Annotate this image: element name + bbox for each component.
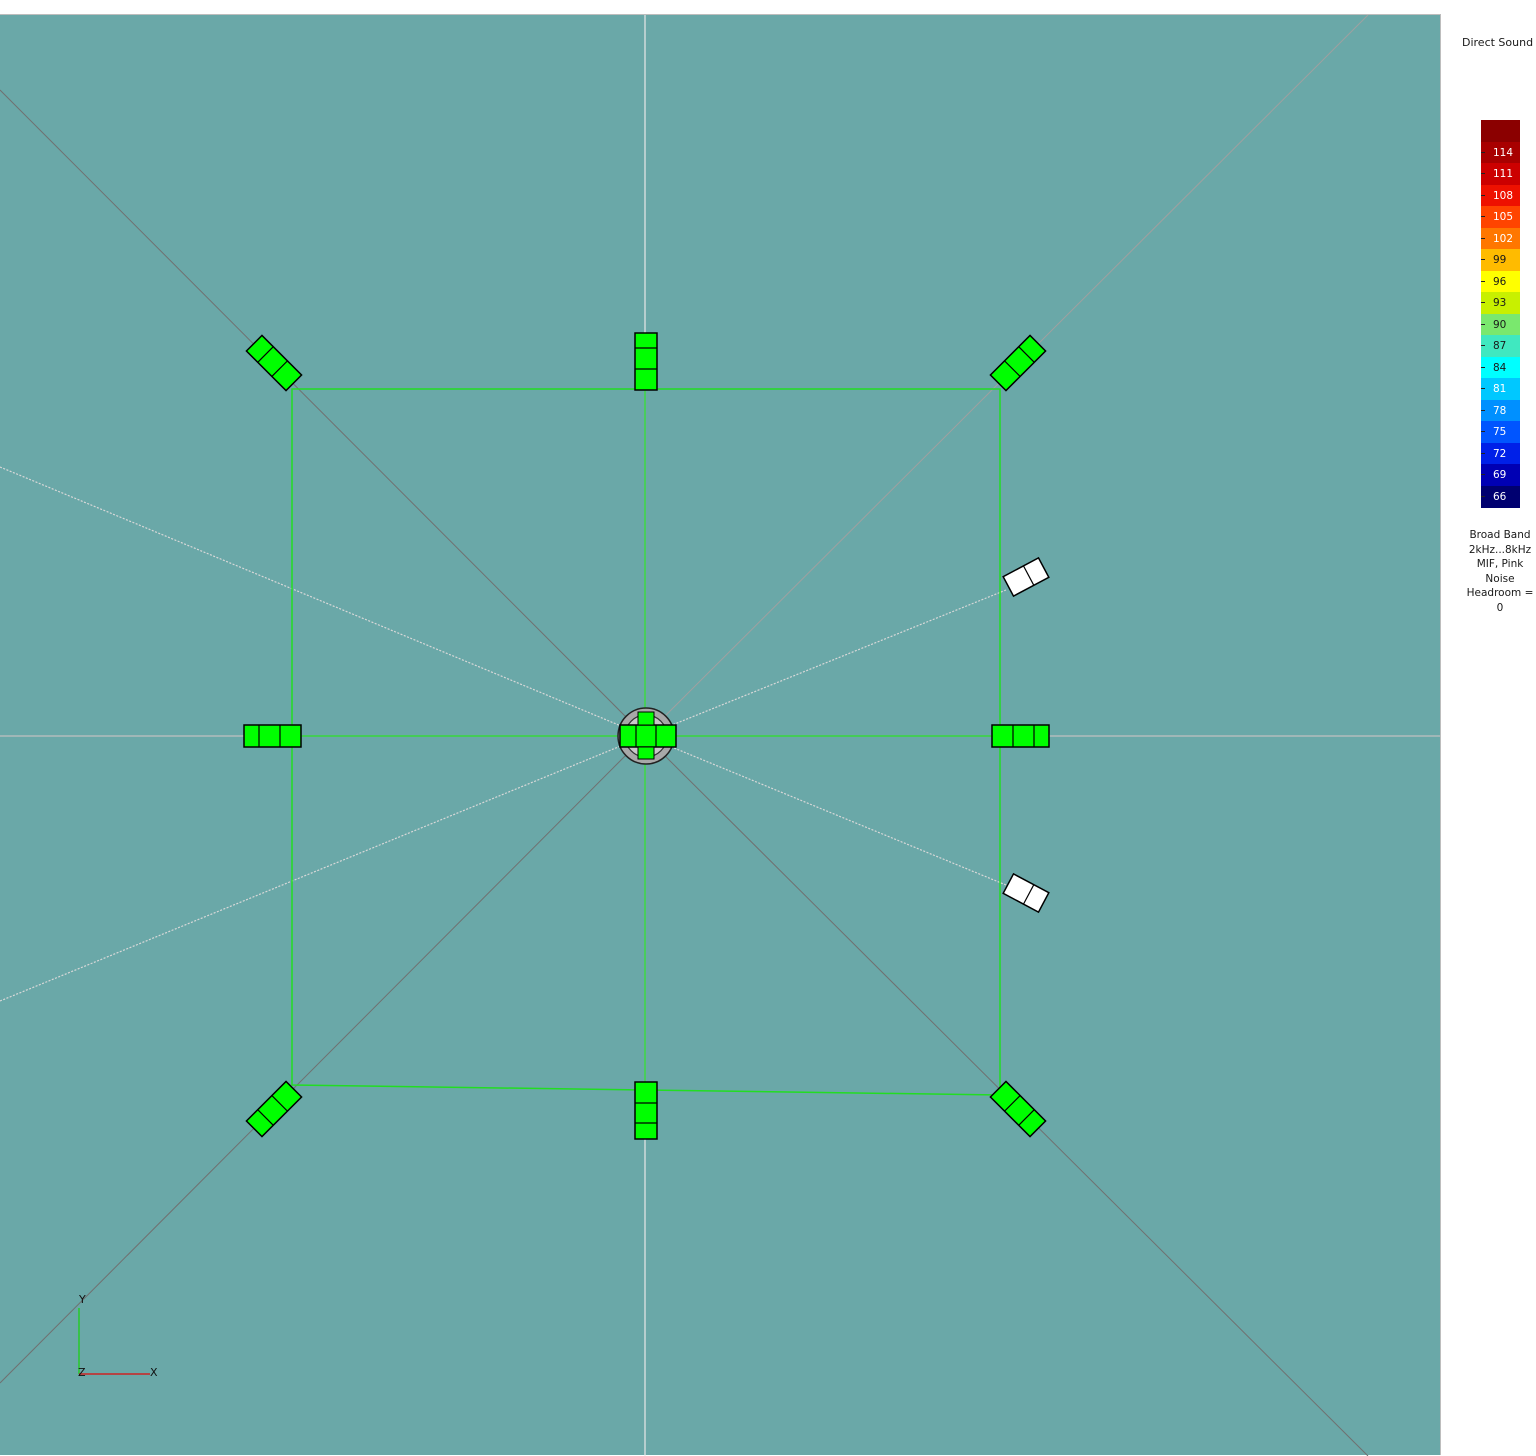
scale-label: 87 bbox=[1493, 340, 1507, 352]
scale-band: 108 bbox=[1481, 184, 1520, 207]
scale-tick bbox=[1481, 431, 1485, 432]
legend-note-line: Noise bbox=[1485, 572, 1515, 585]
scale-label: 108 bbox=[1493, 189, 1514, 202]
scale-tick bbox=[1481, 452, 1485, 454]
scale-label: 99 bbox=[1493, 254, 1507, 266]
scale-tick bbox=[1481, 366, 1485, 368]
scale-band: 72 bbox=[1481, 442, 1520, 465]
scale-label: 105 bbox=[1493, 211, 1514, 223]
scale-band: 87 bbox=[1481, 335, 1520, 357]
scale-label: 84 bbox=[1493, 361, 1507, 374]
scale-label: 66 bbox=[1493, 490, 1507, 503]
speaker-top[interactable] bbox=[634, 332, 658, 391]
scale-label: 90 bbox=[1493, 318, 1507, 331]
scale-label: 93 bbox=[1493, 297, 1507, 309]
scale-tick bbox=[1481, 194, 1485, 196]
axis-gizmo bbox=[78, 1308, 150, 1375]
speaker-inactive-upper[interactable] bbox=[1002, 556, 1050, 598]
scale-band: 111 bbox=[1481, 163, 1520, 185]
speaker-top-right[interactable] bbox=[989, 334, 1047, 392]
scale-tick bbox=[1481, 409, 1485, 411]
scale-band: 66 bbox=[1481, 485, 1520, 508]
scale-tick bbox=[1481, 302, 1485, 303]
legend-note-line: 2kHz...8kHz bbox=[1468, 543, 1532, 556]
scale-tick bbox=[1481, 237, 1485, 239]
scale-label: 72 bbox=[1493, 447, 1507, 460]
dotted-line-wsw bbox=[0, 735, 646, 1002]
scale-label: 114 bbox=[1493, 146, 1514, 159]
color-scale: 114 111 108 105 102 99 96 93 90 87 84 81 78 75 72 69 66 bbox=[1481, 120, 1520, 508]
scale-band: 69 bbox=[1481, 464, 1520, 486]
scale-tick bbox=[1481, 216, 1485, 217]
scale-tick bbox=[1481, 280, 1485, 282]
scale-label: 81 bbox=[1493, 383, 1507, 395]
scale-tick bbox=[1481, 173, 1485, 174]
x-axis-label: X bbox=[150, 1366, 158, 1379]
speaker-bottom-right[interactable] bbox=[989, 1080, 1047, 1138]
scale-band: 102 bbox=[1481, 227, 1520, 250]
scale-label: 96 bbox=[1493, 275, 1507, 288]
scale-label: 111 bbox=[1493, 168, 1514, 180]
scale-tick bbox=[1481, 388, 1485, 389]
scale-tick bbox=[1481, 345, 1485, 346]
speaker-left[interactable] bbox=[243, 724, 302, 748]
dotted-line-wnw bbox=[0, 466, 646, 737]
scale-tick bbox=[1481, 259, 1485, 260]
legend-notes: Broad Band 2kHz...8kHz MIF, Pink Noise H… bbox=[1436, 528, 1536, 615]
scale-label: 69 bbox=[1493, 469, 1507, 481]
scale-label: 102 bbox=[1493, 232, 1514, 245]
scale-label: 75 bbox=[1493, 426, 1507, 438]
scale-tick bbox=[1481, 323, 1485, 325]
scale-tick bbox=[1481, 474, 1485, 475]
legend-note-line: Broad Band bbox=[1469, 529, 1531, 541]
scale-band: 99 bbox=[1481, 249, 1520, 271]
scene-canvas[interactable] bbox=[0, 15, 1441, 1456]
coverage-line-sw bbox=[0, 735, 646, 1384]
legend-note-line: Headroom = bbox=[1466, 587, 1534, 599]
speaker-inactive-lower[interactable] bbox=[1002, 872, 1050, 914]
3d-viewport[interactable]: Y Z X bbox=[0, 14, 1441, 1456]
scale-band: 78 bbox=[1481, 399, 1520, 422]
scale-band: 105 bbox=[1481, 206, 1520, 228]
scale-band: 81 bbox=[1481, 378, 1520, 400]
legend-note-line: 0 bbox=[1496, 601, 1504, 614]
dotted-line-ese bbox=[644, 735, 1007, 886]
scale-label: 78 bbox=[1493, 404, 1507, 417]
dotted-line-ene bbox=[644, 589, 1007, 737]
scale-band bbox=[1481, 120, 1520, 142]
scale-band: 96 bbox=[1481, 270, 1520, 293]
center-speaker-cluster[interactable] bbox=[617, 707, 677, 765]
legend-title: Direct Sound bbox=[1462, 36, 1534, 49]
speaker-bottom[interactable] bbox=[634, 1081, 658, 1140]
scale-band: 90 bbox=[1481, 313, 1520, 336]
scale-band: 75 bbox=[1481, 421, 1520, 443]
y-axis-label: Y bbox=[79, 1293, 86, 1306]
scale-band: 84 bbox=[1481, 356, 1520, 379]
z-axis-label: Z bbox=[78, 1366, 86, 1379]
legend-note-line: MIF, Pink bbox=[1476, 558, 1524, 570]
scale-band: 114 bbox=[1481, 141, 1520, 164]
speaker-bottom-left[interactable] bbox=[245, 1080, 303, 1138]
scale-band: 93 bbox=[1481, 292, 1520, 314]
speaker-right[interactable] bbox=[991, 724, 1050, 748]
coverage-line-nw bbox=[0, 89, 646, 737]
scale-tick bbox=[1481, 495, 1485, 497]
scale-tick bbox=[1481, 151, 1485, 153]
speaker-top-left[interactable] bbox=[245, 334, 303, 392]
